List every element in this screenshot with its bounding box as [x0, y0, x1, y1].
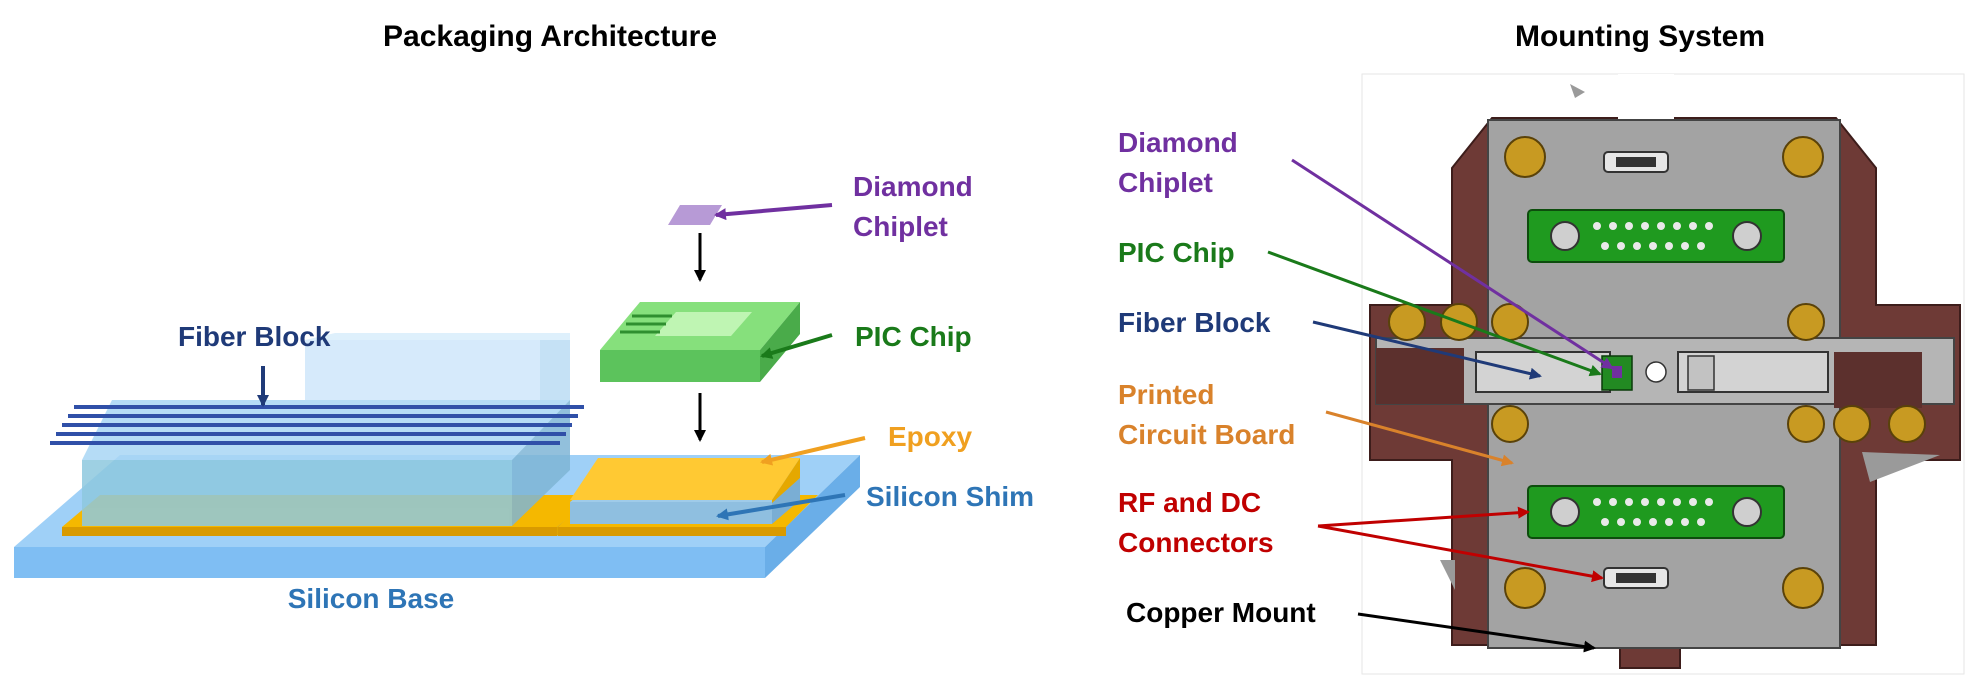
optical-fibers [50, 405, 584, 445]
r-label-rf-line2: Connectors [1118, 527, 1274, 558]
pic-chip [600, 302, 800, 382]
arrow-pic [760, 333, 833, 359]
label-pic-chip: PIC Chip [855, 321, 972, 352]
r-label-diamond-line2: Chiplet [1118, 167, 1213, 198]
brass-screws [1388, 136, 1926, 609]
label-diamond-line2: Chiplet [853, 211, 948, 242]
r-label-pcb-line1: Printed [1118, 379, 1214, 410]
epoxy-top [570, 458, 800, 503]
r-label-pcb-line2: Circuit Board [1118, 419, 1295, 450]
small-connector-top [1603, 151, 1669, 173]
r-label-diamond-line1: Diamond [1118, 127, 1238, 158]
label-diamond-line1: Diamond [853, 171, 973, 202]
small-connector-bottom [1603, 567, 1669, 589]
green-connector-top [1527, 209, 1785, 263]
r-label-rf-line1: RF and DC [1118, 487, 1261, 518]
fiber-holder [1475, 351, 1829, 393]
fiber-block [82, 333, 570, 526]
r-label-pic-chip: PIC Chip [1118, 237, 1235, 268]
arrow-shim [716, 493, 846, 521]
label-silicon-shim: Silicon Shim [866, 481, 1034, 512]
right-panel-title: Mounting System [1515, 20, 1765, 53]
left-panel-title: Packaging Architecture [383, 20, 717, 53]
arrow-diamond [714, 203, 833, 221]
r-arrow-pcb [1325, 410, 1514, 467]
r-arrow-pic [1267, 250, 1602, 377]
r-arrow-fiber [1312, 320, 1542, 380]
r-arrow-copper [1357, 612, 1596, 653]
r-arrow-diamond [1291, 158, 1614, 370]
r-arrow-rf-1 [1317, 506, 1530, 528]
r-label-copper-mount: Copper Mount [1126, 597, 1316, 628]
label-silicon-base: Silicon Base [288, 583, 455, 614]
green-connector-bottom [1527, 485, 1785, 539]
label-epoxy: Epoxy [888, 421, 972, 452]
arrow-epoxy [760, 436, 866, 466]
r-arrow-rf-2 [1317, 524, 1604, 583]
diamond-chiplet [668, 205, 722, 225]
label-fiber-block: Fiber Block [178, 321, 331, 352]
r-label-fiber-block: Fiber Block [1118, 307, 1271, 338]
